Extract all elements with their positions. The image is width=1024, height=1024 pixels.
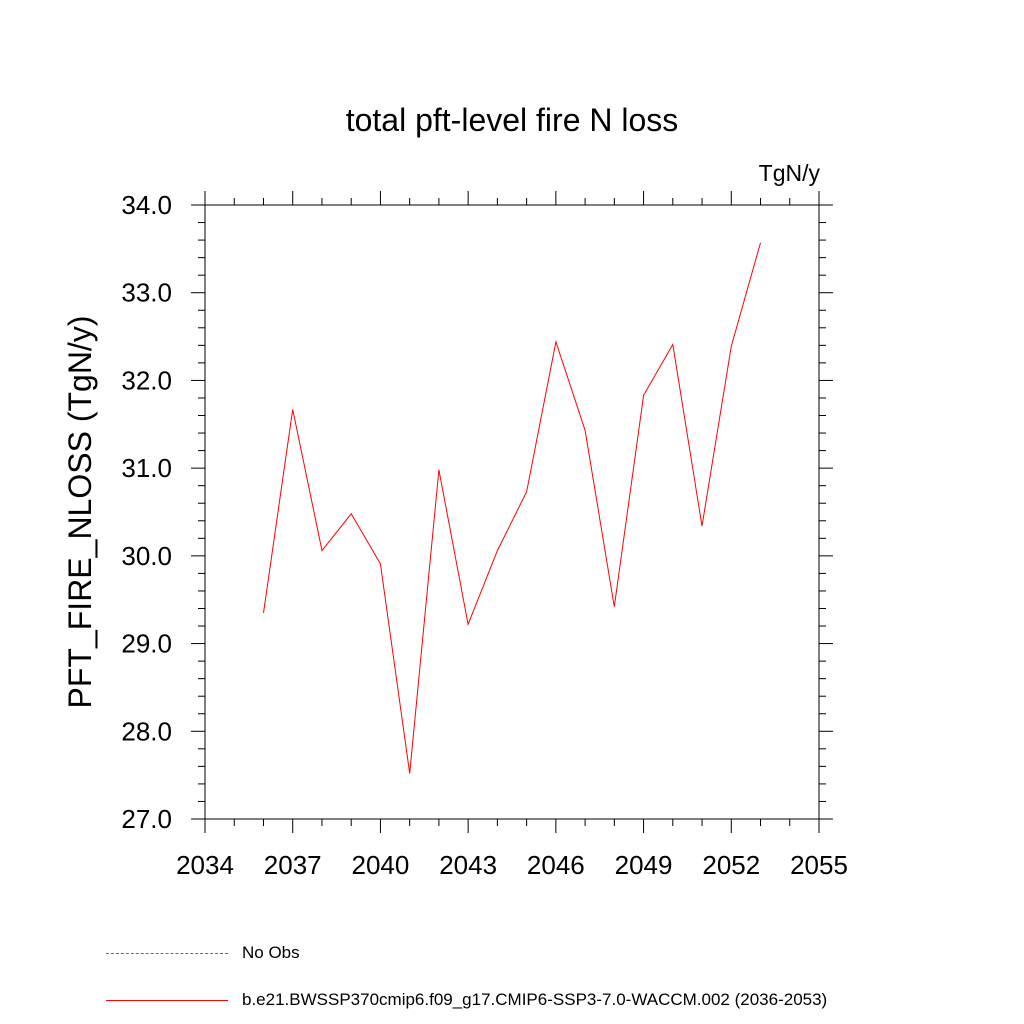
x-tick-label: 2034 bbox=[176, 850, 234, 880]
data-series bbox=[263, 242, 761, 774]
y-tick-label: 33.0 bbox=[121, 278, 172, 308]
legend-item-no-obs: No Obs bbox=[106, 942, 1006, 966]
series-line bbox=[263, 242, 761, 774]
legend-label: No Obs bbox=[242, 943, 300, 962]
axis-tick-labels: 2034 2037 2040 2043 2046 2049 2052 2055 27.0 28.0… bbox=[121, 190, 848, 880]
y-tick-label: 31.0 bbox=[121, 453, 172, 483]
units-label: TgN/y bbox=[759, 160, 821, 186]
x-tick-label: 2040 bbox=[352, 850, 410, 880]
x-tick-label: 2037 bbox=[264, 850, 322, 880]
x-tick-label: 2052 bbox=[702, 850, 760, 880]
x-tick-label: 2043 bbox=[439, 850, 497, 880]
chart-title: total pft-level fire N loss bbox=[346, 102, 679, 138]
y-tick-label: 32.0 bbox=[121, 365, 172, 395]
x-tick-label: 2049 bbox=[615, 850, 673, 880]
y-tick-label: 34.0 bbox=[121, 190, 172, 220]
y-tick-label: 30.0 bbox=[121, 541, 172, 571]
x-tick-label: 2055 bbox=[790, 850, 848, 880]
y-tick-label: 29.0 bbox=[121, 629, 172, 659]
y-axis-label: PFT_FIRE_NLOSS (TgN/y) bbox=[62, 316, 98, 709]
x-tick-label: 2046 bbox=[527, 850, 585, 880]
y-tick-label: 27.0 bbox=[121, 804, 172, 834]
plot-frame bbox=[204, 204, 820, 820]
legend-swatch-solid bbox=[106, 1000, 228, 1001]
legend-swatch-dashed bbox=[106, 953, 228, 954]
y-tick-label: 28.0 bbox=[121, 716, 172, 746]
legend-label: b.e21.BWSSP370cmip6.f09_g17.CMIP6-SSP3-7… bbox=[242, 990, 828, 1009]
legend-item-model-run: b.e21.BWSSP370cmip6.f09_g17.CMIP6-SSP3-7… bbox=[106, 989, 1006, 1013]
axis-ticks bbox=[191, 191, 833, 833]
